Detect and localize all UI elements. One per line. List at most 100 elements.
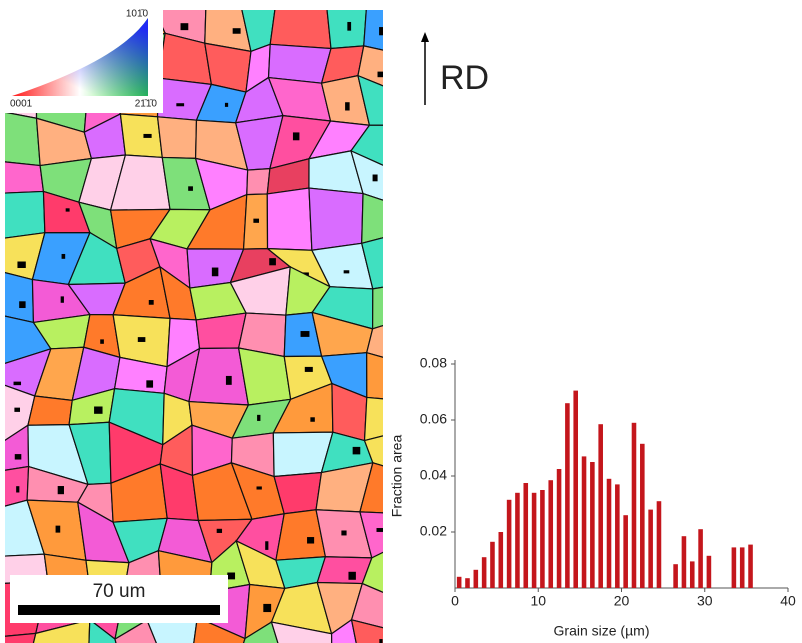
bar	[732, 547, 737, 588]
grain-defect	[66, 208, 70, 211]
grain-defect	[265, 541, 268, 550]
grain-defect	[146, 380, 153, 387]
grain-defect	[14, 408, 20, 412]
rd-arrow-head	[421, 32, 429, 42]
grain-defect	[305, 367, 313, 372]
grain	[267, 188, 312, 250]
grain-defect	[58, 486, 64, 494]
grain-defect	[263, 604, 271, 612]
grain-defect	[149, 300, 154, 305]
grain	[269, 44, 331, 83]
x-tick-label: 20	[614, 593, 630, 609]
scale-label: 70 um	[93, 581, 146, 602]
rd-label: RD	[440, 59, 489, 97]
grain	[247, 169, 270, 195]
bar	[515, 493, 520, 588]
bar	[582, 456, 587, 588]
bar	[465, 578, 470, 588]
y-tick-label: 0.08	[420, 355, 447, 371]
grain-defect	[227, 573, 235, 580]
grain	[365, 397, 400, 440]
bar	[648, 510, 653, 588]
grain-defect	[377, 528, 386, 532]
grain-defect	[94, 406, 102, 413]
x-tick-label: 10	[530, 593, 546, 609]
bar	[457, 577, 462, 588]
x-tick-label: 30	[697, 593, 713, 609]
bar	[607, 479, 612, 588]
grain-defect	[341, 530, 346, 535]
bar	[540, 490, 545, 588]
grain-defect	[373, 175, 378, 182]
grain	[367, 353, 400, 401]
grain	[158, 117, 197, 159]
grain-defect	[307, 537, 314, 543]
bar	[707, 556, 712, 588]
ipf-label: 21̄1̄0	[135, 99, 158, 110]
grain	[373, 284, 400, 329]
bar	[640, 444, 645, 588]
grain	[28, 396, 72, 425]
bar	[740, 547, 745, 588]
ipf-label: 0001	[10, 99, 33, 110]
bar	[690, 561, 695, 588]
grain	[327, 5, 367, 49]
ipf-label: 101̄0	[126, 9, 149, 20]
grain-defect	[257, 486, 262, 489]
grain-defect	[212, 268, 218, 277]
grain-defect	[378, 72, 385, 78]
grain-defect	[56, 526, 61, 533]
grain-defect	[62, 254, 66, 259]
grain-defect	[353, 447, 361, 454]
grain	[270, 5, 331, 49]
bar	[548, 480, 553, 588]
grain	[0, 161, 43, 193]
grain	[196, 313, 246, 348]
grain	[309, 188, 363, 250]
grain-defect	[225, 103, 228, 107]
bar	[698, 529, 703, 588]
bar	[748, 545, 753, 588]
grain-defect	[100, 339, 104, 343]
grain-defect	[176, 103, 184, 106]
grain-defect	[14, 382, 21, 386]
grain-defect	[344, 270, 350, 273]
bar	[682, 536, 687, 588]
grain-defect	[379, 639, 382, 643]
grain-defect	[19, 301, 25, 308]
grain-defect	[310, 417, 314, 421]
grain-defect	[138, 337, 146, 342]
y-tick-label: 0.02	[420, 523, 447, 539]
grain-defect	[143, 134, 151, 138]
grain	[120, 114, 162, 157]
grain	[362, 194, 400, 244]
bar	[474, 570, 479, 588]
grain-defect	[348, 572, 355, 580]
grain-defect	[269, 258, 276, 265]
grain-defect	[217, 529, 222, 533]
y-axis-label: Fraction area	[389, 435, 405, 518]
x-tick-label: 0	[451, 593, 459, 609]
grain	[0, 111, 40, 165]
bar	[532, 493, 537, 588]
y-tick-label: 0.06	[420, 411, 447, 427]
grain-defect	[347, 22, 351, 31]
bar	[573, 391, 578, 588]
grain-defect	[16, 486, 19, 492]
grain-defect	[301, 331, 310, 337]
bar	[623, 515, 628, 588]
bar	[523, 483, 528, 588]
y-tick-label: 0.04	[420, 467, 447, 483]
x-tick-label: 40	[780, 593, 796, 609]
grain-defect	[61, 296, 64, 302]
bar	[632, 423, 637, 588]
grain-defect	[253, 219, 259, 223]
page: 101̄0 0001 21̄1̄0 70 um RD 0.02 0.04 0.06 0…	[0, 0, 802, 643]
x-axis-label: Grain size (µm)	[554, 623, 650, 639]
bar	[657, 501, 662, 588]
bar	[482, 557, 487, 588]
grain-defect	[345, 102, 350, 110]
bar	[498, 532, 503, 588]
bar	[590, 462, 595, 588]
bar	[557, 469, 562, 588]
